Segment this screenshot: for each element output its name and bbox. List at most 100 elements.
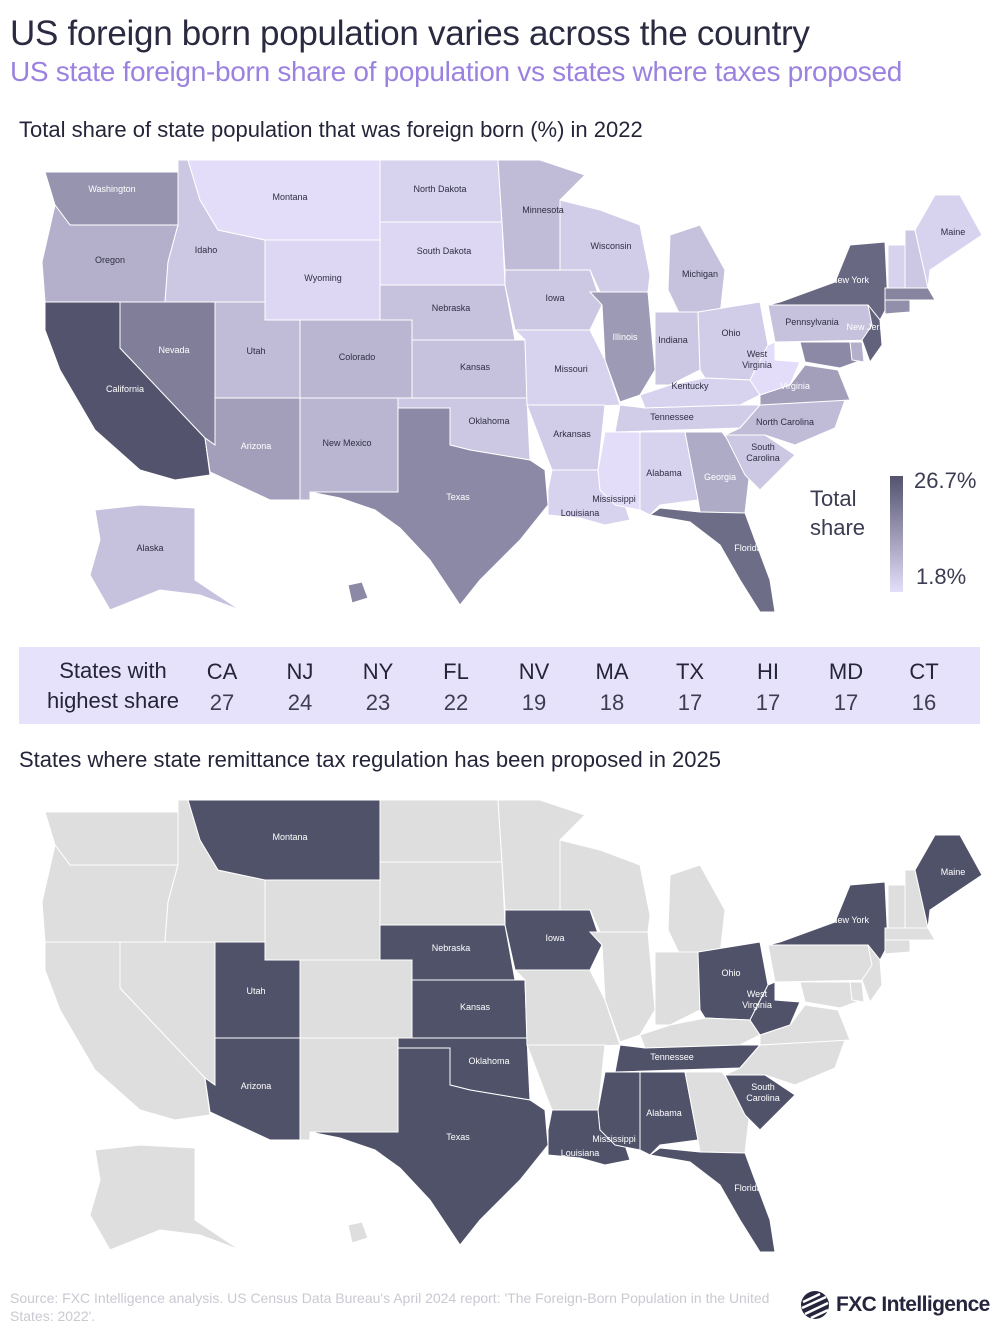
- state-label: West: [747, 349, 768, 359]
- state-florida: [648, 507, 776, 613]
- state-indiana: [654, 311, 701, 386]
- state-label: Nebraska: [432, 303, 471, 313]
- color-legend: Total share 26.7% 1.8%: [810, 468, 990, 600]
- top-state-nv: NV 19: [518, 659, 550, 715]
- state-label: New York: [831, 275, 870, 285]
- state-new-jersey: [861, 304, 883, 364]
- map2-title: States where state remittance tax regula…: [19, 747, 722, 772]
- state-label: North Carolina: [756, 417, 814, 427]
- state-label: Mississippi: [592, 494, 636, 504]
- state-label: Tennessee: [650, 412, 694, 422]
- state-michigan: [667, 864, 726, 956]
- state-label: Virginia: [780, 381, 810, 391]
- chart-title: US foreign born population varies across…: [10, 14, 810, 53]
- state-label: Maine: [941, 227, 966, 237]
- state-label: Montana: [272, 192, 307, 202]
- legend-gradient-bar: [890, 476, 903, 592]
- state-label: Georgia: [704, 472, 736, 482]
- state-hawaii: [347, 581, 369, 604]
- state-label: Utah: [246, 986, 265, 996]
- state-connecticut: [884, 939, 911, 955]
- state-illinois: [588, 291, 656, 403]
- state-massachusetts: [884, 927, 936, 941]
- state-pennsylvania: [767, 944, 879, 983]
- top-state-hi: HI 17: [755, 659, 781, 715]
- top-state-fl: FL 22: [443, 659, 469, 715]
- top-state-md: MD 17: [828, 659, 864, 715]
- state-delaware: [849, 341, 865, 363]
- state-label: Florida: [734, 543, 762, 553]
- state-label: Kansas: [460, 1002, 491, 1012]
- state-wyoming: [264, 879, 381, 961]
- map1-title: Total share of state population that was…: [19, 117, 643, 142]
- top-state-nj: NJ 24: [286, 659, 314, 715]
- top-state-ma: MA 18: [595, 659, 629, 715]
- state-label: Oklahoma: [468, 416, 509, 426]
- state-arkansas: [526, 1044, 606, 1111]
- state-label: Iowa: [545, 293, 564, 303]
- legend-title: Total share: [810, 486, 866, 540]
- state-vermont: [887, 244, 906, 289]
- state-label: Texas: [446, 1132, 470, 1142]
- top-states-table: States with highest share CA 27 NJ 24 NY 23 FL…: [19, 647, 980, 724]
- state-label: Iowa: [545, 933, 564, 943]
- state-label: Maine: [941, 867, 966, 877]
- state-label: Alabama: [646, 1108, 682, 1118]
- state-label: Tennessee: [650, 1052, 694, 1062]
- state-label: West: [747, 989, 768, 999]
- state-label: Mississippi: [592, 1134, 636, 1144]
- state-alaska: [89, 504, 241, 611]
- state-label: Arkansas: [553, 429, 591, 439]
- state-indiana: [654, 951, 701, 1026]
- state-label: Ohio: [721, 968, 740, 978]
- legend-max-label: 26.7%: [914, 468, 977, 493]
- chart-subtitle: US state foreign-born share of populatio…: [10, 56, 903, 87]
- state-label: Florida: [734, 1183, 762, 1193]
- state-label: Nebraska: [432, 943, 471, 953]
- top-state-tx: TX 17: [675, 659, 705, 715]
- state-label: Nevada: [158, 345, 189, 355]
- fxc-logo-icon: [801, 1291, 829, 1320]
- top-states-label: States with highest share: [46, 658, 180, 713]
- state-label: Washington: [88, 184, 135, 194]
- state-label: South Dakota: [417, 246, 472, 256]
- state-label: New Mexico: [322, 438, 371, 448]
- map-proposed-tax-states: Montana Utah Arizona Nebraska Kansas Oklahoma…: [0, 640, 1000, 1280]
- state-label: Wisconsin: [590, 241, 631, 251]
- state-label: Illinois: [612, 332, 638, 342]
- state-colorado: [299, 959, 413, 1039]
- state-label: Texas: [446, 492, 470, 502]
- state-illinois: [588, 931, 656, 1043]
- state-massachusetts: [884, 287, 936, 301]
- state-washington: [44, 171, 179, 226]
- state-label: Carolina: [746, 1093, 780, 1103]
- state-label: Ohio: [721, 328, 740, 338]
- state-label: South: [751, 442, 775, 452]
- state-west-virginia: [749, 341, 801, 396]
- state-label: Colorado: [339, 352, 376, 362]
- source-note: Source: FXC Intelligence analysis. US Ce…: [10, 1290, 770, 1324]
- state-label: Indiana: [658, 335, 688, 345]
- state-label: Louisiana: [561, 508, 600, 518]
- state-label: Arizona: [241, 1081, 272, 1091]
- state-label: Virginia: [742, 360, 772, 370]
- state-label: Wyoming: [304, 273, 341, 283]
- state-label: Alaska: [136, 543, 163, 553]
- state-label: Alabama: [646, 468, 682, 478]
- state-label: California: [106, 384, 144, 394]
- state-label: Missouri: [554, 364, 588, 374]
- state-alaska: [89, 1144, 241, 1251]
- top-state-ct: CT 16: [909, 659, 939, 715]
- state-label: Idaho: [195, 245, 218, 255]
- state-label: Louisiana: [561, 1148, 600, 1158]
- legend-min-label: 1.8%: [916, 564, 967, 589]
- state-new-mexico: [299, 1037, 399, 1141]
- state-label: Arizona: [241, 441, 272, 451]
- state-label: Minnesota: [522, 205, 564, 215]
- state-maine: [914, 194, 983, 289]
- state-label: New York: [831, 915, 870, 925]
- state-delaware: [849, 981, 865, 1003]
- state-texas: [309, 1047, 549, 1246]
- state-vermont: [887, 884, 906, 929]
- state-maine: [914, 834, 983, 929]
